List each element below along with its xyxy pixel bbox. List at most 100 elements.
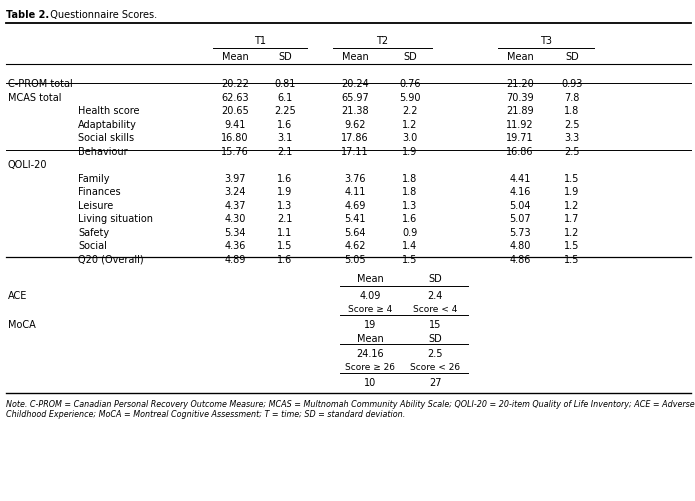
Text: 15.76: 15.76: [221, 147, 249, 157]
Text: 1.6: 1.6: [277, 120, 293, 130]
Text: Social skills: Social skills: [78, 133, 134, 143]
Text: 1.2: 1.2: [564, 227, 580, 237]
Text: 0.93: 0.93: [562, 79, 582, 89]
Text: 62.63: 62.63: [221, 93, 249, 103]
Text: 0.81: 0.81: [275, 79, 295, 89]
Text: 1.9: 1.9: [402, 147, 418, 157]
Text: C-PROM total: C-PROM total: [8, 79, 73, 89]
Text: T1: T1: [254, 36, 266, 46]
Text: 5.90: 5.90: [399, 93, 420, 103]
Text: MCAS total: MCAS total: [8, 93, 61, 103]
Text: Mean: Mean: [342, 52, 368, 62]
Text: 17.86: 17.86: [341, 133, 369, 143]
Text: 4.41: 4.41: [509, 174, 531, 183]
Text: 24.16: 24.16: [357, 349, 384, 359]
Text: 2.5: 2.5: [564, 147, 580, 157]
Text: T3: T3: [540, 36, 552, 46]
Text: 5.05: 5.05: [344, 255, 366, 265]
Text: 1.1: 1.1: [277, 227, 293, 237]
Text: 3.1: 3.1: [277, 133, 293, 143]
Text: 5.73: 5.73: [509, 227, 531, 237]
Text: 6.1: 6.1: [277, 93, 293, 103]
Text: Q20 (Overall): Q20 (Overall): [78, 255, 144, 265]
Text: 1.5: 1.5: [402, 255, 418, 265]
Text: 4.16: 4.16: [509, 187, 531, 197]
Text: T2: T2: [377, 36, 389, 46]
Text: 3.97: 3.97: [224, 174, 246, 183]
Text: 9.41: 9.41: [224, 120, 246, 130]
Text: 4.80: 4.80: [509, 241, 531, 251]
Text: Score ≥ 26: Score ≥ 26: [345, 362, 395, 371]
Text: Questionnaire Scores.: Questionnaire Scores.: [44, 10, 157, 20]
Text: SD: SD: [565, 52, 579, 62]
Text: 20.22: 20.22: [221, 79, 249, 89]
Text: 5.41: 5.41: [344, 214, 366, 224]
Text: 1.8: 1.8: [402, 187, 418, 197]
Text: 1.7: 1.7: [564, 214, 580, 224]
Text: Adaptability: Adaptability: [78, 120, 137, 130]
Text: 17.11: 17.11: [341, 147, 369, 157]
Text: 3.24: 3.24: [224, 187, 246, 197]
Text: 4.62: 4.62: [344, 241, 366, 251]
Text: 15: 15: [429, 320, 441, 330]
Text: 4.89: 4.89: [224, 255, 246, 265]
Text: 5.04: 5.04: [509, 200, 531, 210]
Text: 2.1: 2.1: [277, 214, 293, 224]
Text: Behaviour: Behaviour: [78, 147, 128, 157]
Text: 2.5: 2.5: [564, 120, 580, 130]
Text: 1.2: 1.2: [564, 200, 580, 210]
Text: 1.9: 1.9: [277, 187, 293, 197]
Text: Mean: Mean: [357, 333, 384, 343]
Text: 1.3: 1.3: [277, 200, 293, 210]
Text: Mean: Mean: [222, 52, 248, 62]
Text: Leisure: Leisure: [78, 200, 113, 210]
Text: SD: SD: [403, 52, 417, 62]
Text: 21.89: 21.89: [506, 106, 534, 116]
Text: 16.86: 16.86: [506, 147, 534, 157]
Text: 4.36: 4.36: [224, 241, 246, 251]
Text: 1.5: 1.5: [564, 255, 580, 265]
Text: 4.30: 4.30: [224, 214, 246, 224]
Text: 1.6: 1.6: [277, 255, 293, 265]
Text: Finances: Finances: [78, 187, 121, 197]
Text: 3.0: 3.0: [402, 133, 418, 143]
Text: 19: 19: [364, 320, 376, 330]
Text: SD: SD: [278, 52, 292, 62]
Text: 19.71: 19.71: [506, 133, 534, 143]
Text: Score < 4: Score < 4: [413, 304, 457, 313]
Text: 2.25: 2.25: [274, 106, 296, 116]
Text: SD: SD: [428, 274, 442, 284]
Text: QOLI-20: QOLI-20: [8, 160, 47, 170]
Text: 3.76: 3.76: [344, 174, 366, 183]
Text: 1.5: 1.5: [564, 174, 580, 183]
Text: 4.09: 4.09: [359, 291, 381, 301]
Text: 2.5: 2.5: [427, 349, 443, 359]
Text: 20.24: 20.24: [341, 79, 369, 89]
Text: Note. C-PROM = Canadian Personal Recovery Outcome Measure; MCAS = Multnomah Comm: Note. C-PROM = Canadian Personal Recover…: [6, 399, 694, 418]
Text: 5.64: 5.64: [344, 227, 366, 237]
Text: 4.37: 4.37: [224, 200, 246, 210]
Text: Social: Social: [78, 241, 107, 251]
Text: 1.8: 1.8: [402, 174, 418, 183]
Text: 1.5: 1.5: [277, 241, 293, 251]
Text: Living situation: Living situation: [78, 214, 153, 224]
Text: Table 2.: Table 2.: [6, 10, 49, 20]
Text: 4.86: 4.86: [509, 255, 531, 265]
Text: 11.92: 11.92: [506, 120, 534, 130]
Text: 1.3: 1.3: [402, 200, 418, 210]
Text: 3.3: 3.3: [564, 133, 580, 143]
Text: 1.6: 1.6: [402, 214, 418, 224]
Text: 2.1: 2.1: [277, 147, 293, 157]
Text: SD: SD: [428, 333, 442, 343]
Text: 9.62: 9.62: [344, 120, 366, 130]
Text: 7.8: 7.8: [564, 93, 580, 103]
Text: 4.11: 4.11: [344, 187, 366, 197]
Text: 2.2: 2.2: [402, 106, 418, 116]
Text: 65.97: 65.97: [341, 93, 369, 103]
Text: 0.9: 0.9: [402, 227, 418, 237]
Text: 5.34: 5.34: [224, 227, 246, 237]
Text: 20.65: 20.65: [221, 106, 249, 116]
Text: ACE: ACE: [8, 291, 27, 301]
Text: 0.76: 0.76: [399, 79, 420, 89]
Text: 1.2: 1.2: [402, 120, 418, 130]
